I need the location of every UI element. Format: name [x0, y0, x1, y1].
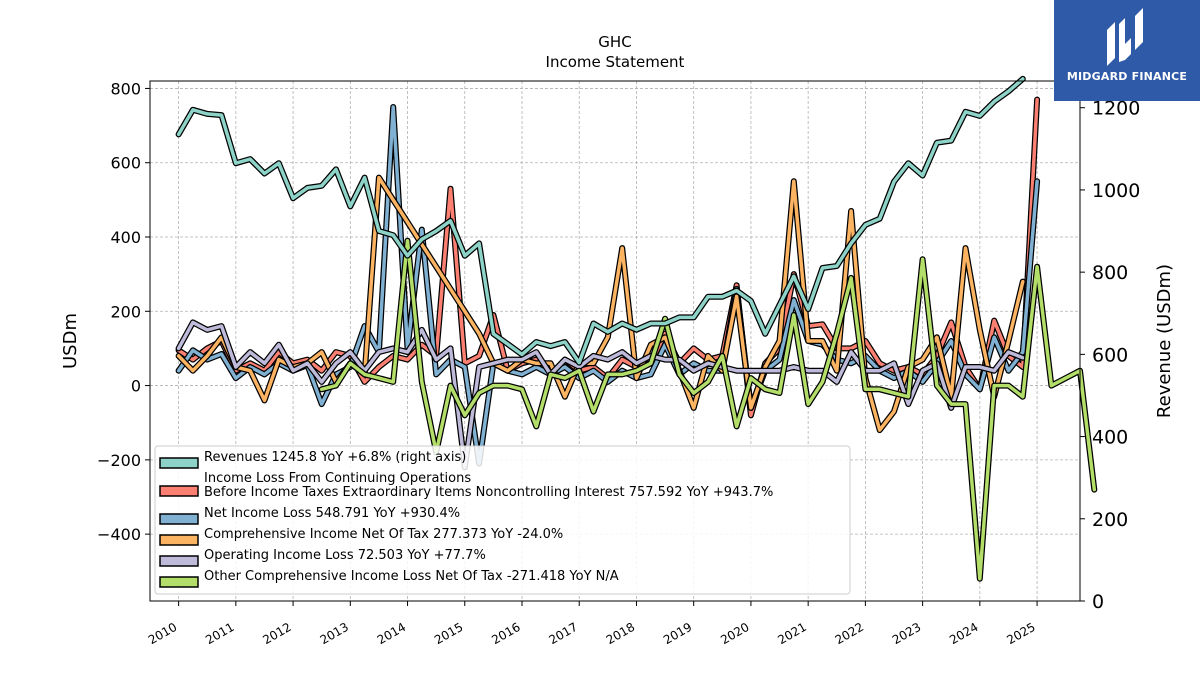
y-axis-label-right: Revenue (USDm)	[1154, 264, 1175, 418]
y-axis-right: 1200 1000 800 600 400 200 0	[1080, 98, 1140, 613]
legend-label: Net Income Loss 548.791 YoY +930.4%	[204, 506, 460, 521]
y-tick-label-right: 600	[1092, 344, 1128, 366]
legend-box	[154, 445, 851, 595]
x-tick-label: 2013	[318, 620, 351, 647]
legend-label: Comprehensive Income Net Of Tax 277.373 …	[204, 527, 563, 542]
y-tick-label-right: 400	[1092, 427, 1128, 449]
y-tick-label-right: 0	[1092, 591, 1104, 613]
legend-label: Revenues 1245.8 YoY +6.8% (right axis)	[204, 450, 466, 465]
legend-swatch	[159, 555, 199, 567]
y-axis-left: 800 600 400 200 0 −200 −400	[97, 79, 150, 544]
x-tick-label: 2016	[489, 620, 522, 647]
series-outline	[175, 75, 1026, 366]
legend-label: Other Comprehensive Income Loss Net Of T…	[204, 569, 619, 584]
series-line	[176, 320, 1025, 470]
x-tick-label: 2017	[547, 620, 580, 647]
chart-title: GHC	[598, 33, 631, 51]
midgard-logo-icon	[1107, 8, 1143, 66]
legend-swatch	[159, 576, 199, 588]
y-tick-label-left: −400	[97, 525, 141, 544]
y-tick-label-left: 800	[110, 79, 141, 98]
x-tick-label: 2011	[203, 620, 236, 647]
legend: Revenues 1245.8 YoY +6.8% (right axis) In…	[154, 445, 851, 595]
series-line	[319, 238, 1097, 581]
x-tick-label: 2022	[833, 620, 866, 647]
x-tick-label: 2023	[890, 620, 923, 647]
y-tick-label-right: 1200	[1092, 98, 1140, 120]
x-tick-label: 2015	[432, 620, 465, 647]
x-tick-label: 2024	[947, 620, 980, 647]
y-tick-label-right: 800	[1092, 262, 1128, 284]
x-tick-label: 2018	[604, 620, 637, 647]
legend-swatch	[159, 485, 199, 497]
plot-frame	[149, 80, 1081, 602]
legend-label: Operating Income Loss 72.503 YoY +77.7%	[204, 548, 486, 563]
x-tick-label: 2025	[1004, 620, 1037, 647]
brand-logo: MIDGARD FINANCE	[1054, 0, 1200, 101]
series-lines	[175, 75, 1098, 582]
legend-swatch	[159, 534, 199, 546]
x-tick-label: 2019	[661, 620, 694, 647]
y-tick-label-right: 1000	[1092, 180, 1140, 202]
y-axis-label-left: USDm	[60, 313, 81, 369]
y-tick-label-left: 400	[110, 228, 141, 247]
y-tick-label-left: 600	[110, 154, 141, 173]
legend-swatch	[159, 457, 199, 469]
series-line	[176, 175, 1025, 432]
x-tick-label: 2012	[260, 620, 293, 647]
legend-swatch	[159, 513, 199, 525]
x-axis: 2010 2011 2012 2013 2014 2015 2016 2017 2018 2019…	[146, 601, 1038, 647]
y-tick-label-right: 200	[1092, 509, 1128, 531]
x-tick-label: 2014	[375, 620, 408, 647]
y-tick-label-left: 0	[131, 377, 141, 396]
x-tick-label: 2010	[146, 620, 179, 647]
series-line	[176, 77, 1025, 365]
legend-label: Income Loss From Continuing Operations	[204, 471, 471, 486]
y-tick-label-left: 200	[110, 302, 141, 321]
x-tick-label: 2020	[718, 620, 751, 647]
y-tick-label-left: −200	[97, 451, 141, 470]
legend-label: Before Income Taxes Extraordinary Items …	[204, 485, 773, 500]
chart-subtitle: Income Statement	[546, 53, 685, 71]
x-tick-label: 2021	[775, 620, 808, 647]
